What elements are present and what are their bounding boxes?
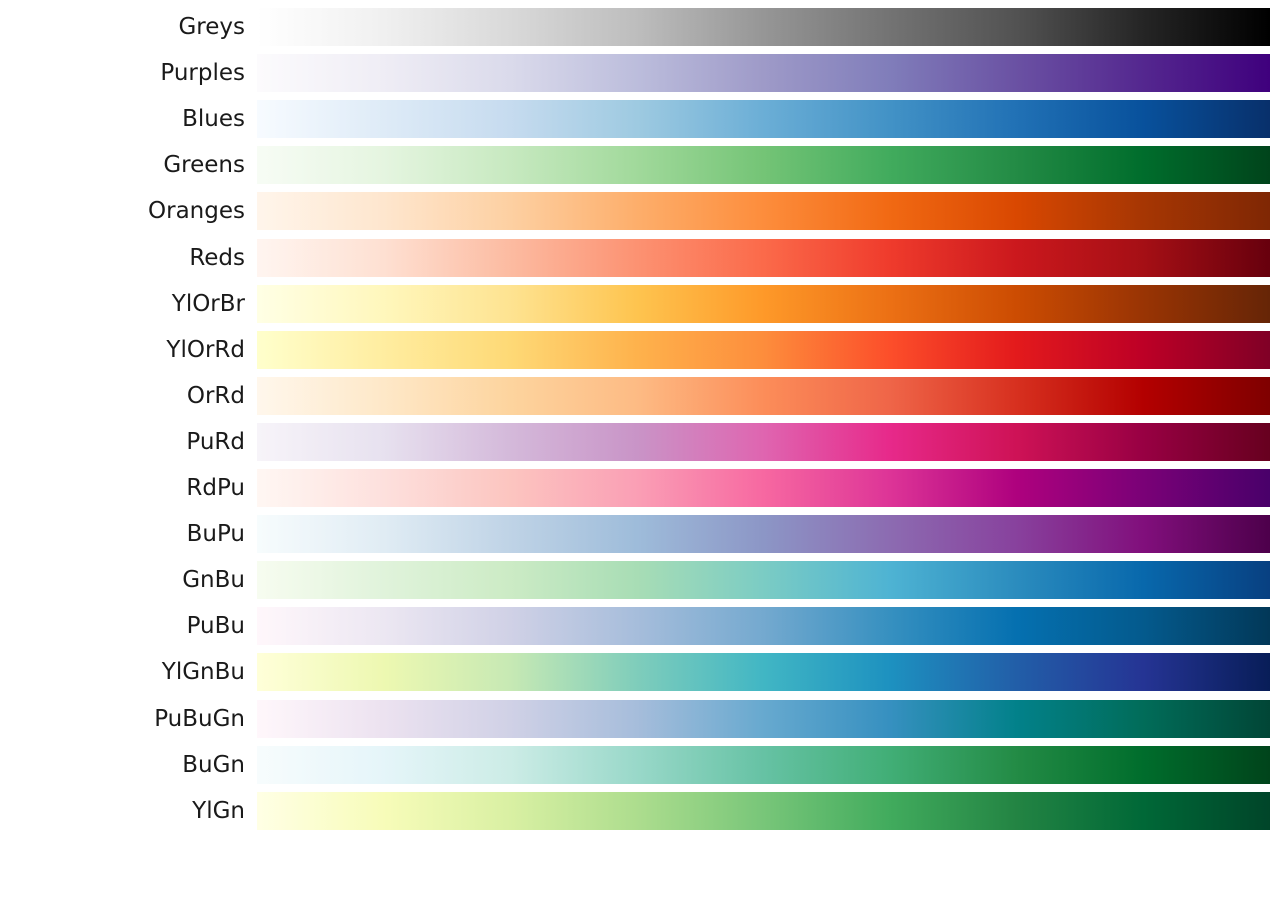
colormap-gradient-bar [257,791,1270,830]
colormap-gradient-bar [257,745,1270,784]
colormap-row: Reds [0,238,1284,277]
colormap-label: YlGn [192,797,245,824]
colormap-label: GnBu [182,567,245,594]
colormap-row: Blues [0,100,1284,139]
colormap-row: Purples [0,54,1284,93]
colormap-gradient-bar [257,192,1270,231]
colormap-gradient-bar [257,54,1270,93]
colormap-row: YlOrRd [0,330,1284,369]
colormap-row: PuBuGn [0,699,1284,738]
colormap-label: OrRd [186,382,245,409]
colormap-row: Oranges [0,192,1284,231]
colormap-gradient-bar [257,607,1270,646]
colormap-row: BuPu [0,515,1284,554]
colormap-row: PuBu [0,607,1284,646]
colormap-label: Purples [160,60,245,87]
colormap-row: Greens [0,146,1284,185]
colormap-gradient-bar [257,330,1270,369]
colormap-label: Oranges [148,198,245,225]
colormap-row: YlGn [0,791,1284,830]
colormap-label: RdPu [186,475,245,501]
colormap-gradient-bar [257,284,1270,323]
colormap-label: PuRd [186,428,245,455]
colormap-row: GnBu [0,561,1284,600]
colormap-label: PuBu [186,613,245,640]
colormap-label: Reds [189,244,245,271]
colormap-gradient-bar [257,100,1270,139]
colormap-gradient-bar [257,238,1270,277]
colormap-label: Greys [178,14,245,40]
colormap-label: Blues [182,106,245,133]
colormap-label: BuPu [186,521,245,548]
colormap-row: RdPu [0,469,1284,507]
colormap-label: PuBuGn [154,705,245,732]
colormap-row: YlGnBu [0,653,1284,692]
colormap-gradient-bar [257,8,1270,46]
colormap-gradient-bar [257,422,1270,461]
colormap-label: YlOrRd [166,336,245,363]
colormap-label: BuGn [182,751,245,778]
colormap-row: PuRd [0,422,1284,461]
colormap-label: YlOrBr [171,290,245,317]
colormap-gradient-bar [257,561,1270,600]
colormap-row: OrRd [0,376,1284,415]
colormap-gradient-bar [257,515,1270,554]
colormap-label: Greens [163,152,245,179]
colormap-label: YlGnBu [161,659,245,686]
colormap-gradient-bar [257,653,1270,692]
colormap-gradient-bar [257,376,1270,415]
colormap-gradient-bar [257,146,1270,185]
colormap-row: YlOrBr [0,284,1284,323]
colormap-row: BuGn [0,745,1284,784]
colormap-gradient-bar [257,469,1270,507]
colormap-gradient-bar [257,699,1270,738]
colormap-row: Greys [0,8,1284,46]
